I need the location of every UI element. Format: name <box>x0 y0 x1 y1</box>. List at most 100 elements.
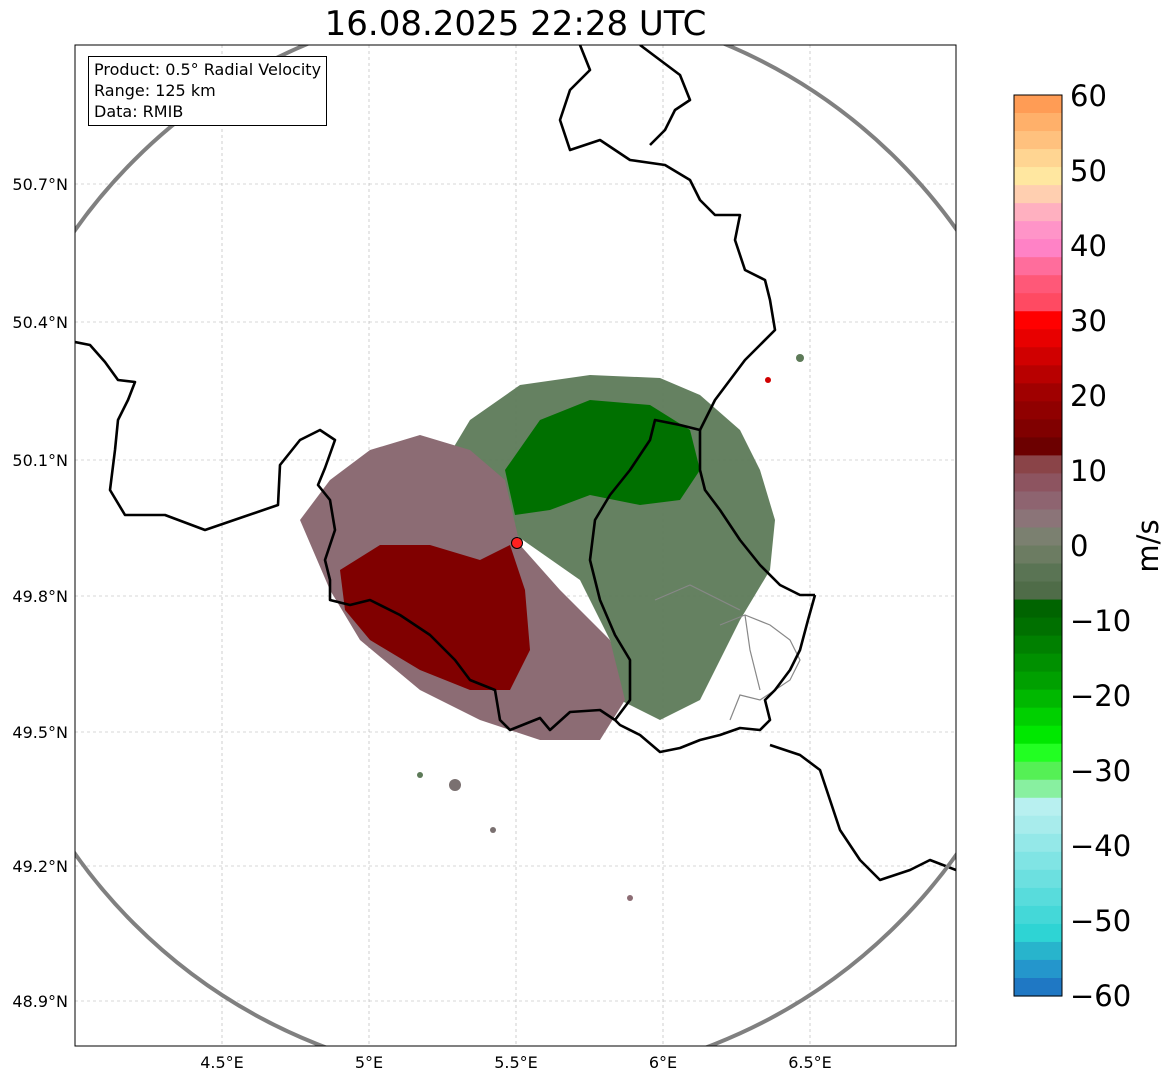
colorbar-segment <box>1014 95 1062 114</box>
echo-speck-3 <box>490 827 496 833</box>
colorbar-segment <box>1014 815 1062 835</box>
echo-dark-red-southwest <box>340 545 530 690</box>
colorbar-tick-label: 30 <box>1070 304 1107 338</box>
echo-dark-green-core <box>505 400 700 515</box>
colorbar-segment <box>1014 869 1062 889</box>
colorbar-segment <box>1014 653 1062 673</box>
colorbar-segment <box>1014 149 1062 168</box>
echo-speck-1 <box>449 779 461 791</box>
colorbar-segment <box>1014 707 1062 727</box>
colorbar-segment <box>1014 779 1062 799</box>
colorbar-tick-label: 0 <box>1070 529 1088 563</box>
colorbar-segment <box>1014 365 1062 384</box>
lat-tick-label: 49.2°N <box>12 857 68 876</box>
colorbar-segments <box>1014 95 1062 997</box>
colorbar: 60 50 40 30 20 10 0 −10 −20 −30 −40 −50 … <box>1013 79 1165 1013</box>
colorbar-segment <box>1014 563 1062 583</box>
product-label: Product: 0.5° Radial Velocity <box>94 60 322 79</box>
colorbar-segment <box>1014 509 1062 529</box>
colorbar-segment <box>1014 545 1062 565</box>
colorbar-segment <box>1014 185 1062 204</box>
colorbar-frame <box>1013 94 1063 997</box>
admin-borders <box>654 584 801 721</box>
colorbar-tick-label: −40 <box>1070 829 1131 863</box>
colorbar-segment <box>1014 977 1062 997</box>
colorbar-segment <box>1014 959 1062 979</box>
colorbar-segment <box>1014 383 1062 402</box>
colorbar-segment <box>1014 473 1062 493</box>
lon-tick-label: 5°E <box>355 1053 383 1072</box>
colorbar-segment <box>1014 905 1062 925</box>
product-info-box: Product: 0.5° Radial Velocity Range: 125… <box>88 56 328 126</box>
latitude-axis: 50.7°N 50.4°N 50.1°N 49.8°N 49.5°N 49.2°… <box>12 175 68 1011</box>
radar-site-marker <box>511 537 523 549</box>
colorbar-tick-label: 50 <box>1070 154 1107 188</box>
colorbar-segment <box>1014 275 1062 294</box>
colorbar-tick-label: −60 <box>1070 979 1131 1013</box>
colorbar-ticks: 60 50 40 30 20 10 0 −10 −20 −30 −40 −50 … <box>1070 79 1131 1013</box>
data-source-label: Data: RMIB <box>94 102 184 121</box>
colorbar-segment <box>1014 833 1062 853</box>
map-frame <box>74 44 957 1047</box>
lon-tick-label: 5.5°E <box>494 1053 538 1072</box>
colorbar-tick-label: −50 <box>1070 904 1131 938</box>
longitude-axis: 4.5°E 5°E 5.5°E 6°E 6.5°E <box>200 1053 832 1072</box>
colorbar-tick-label: 10 <box>1070 454 1107 488</box>
border-germany-east <box>614 594 817 754</box>
lon-tick-label: 6.5°E <box>788 1053 832 1072</box>
echo-speck-6 <box>796 354 804 362</box>
colorbar-tick-label: 20 <box>1070 379 1107 413</box>
colorbar-segment <box>1014 671 1062 691</box>
colorbar-segment <box>1014 437 1062 456</box>
colorbar-segment <box>1014 113 1062 132</box>
colorbar-segment <box>1014 725 1062 745</box>
colorbar-segment <box>1014 599 1062 619</box>
colorbar-segment <box>1014 419 1062 438</box>
colorbar-segment <box>1014 743 1062 763</box>
colorbar-segment <box>1014 311 1062 330</box>
colorbar-segment <box>1014 329 1062 348</box>
colorbar-segment <box>1014 761 1062 781</box>
colorbar-segment <box>1014 239 1062 258</box>
colorbar-segment <box>1014 797 1062 817</box>
colorbar-segment <box>1014 635 1062 655</box>
colorbar-segment <box>1014 527 1062 547</box>
colorbar-segment <box>1014 293 1062 312</box>
colorbar-segment <box>1014 923 1062 943</box>
colorbar-segment <box>1014 689 1062 709</box>
colorbar-segment <box>1014 131 1062 150</box>
colorbar-segment <box>1014 203 1062 222</box>
border-luxembourg-west <box>588 418 815 721</box>
border-france-germany-south <box>769 743 956 882</box>
country-borders <box>75 45 956 882</box>
colorbar-tick-label: −10 <box>1070 604 1131 638</box>
colorbar-segment <box>1014 347 1062 366</box>
lat-tick-label: 49.5°N <box>12 723 68 742</box>
colorbar-segment <box>1014 221 1062 240</box>
border-germany-belgium-north <box>558 45 777 431</box>
colorbar-segment <box>1014 401 1062 420</box>
echo-speck-2 <box>417 772 423 778</box>
colorbar-tick-label: −20 <box>1070 679 1131 713</box>
colorbar-tick-label: −30 <box>1070 754 1131 788</box>
colorbar-segment <box>1014 491 1062 511</box>
colorbar-segment <box>1014 617 1062 637</box>
map-title: 16.08.2025 22:28 UTC <box>324 4 707 44</box>
lat-tick-label: 49.8°N <box>12 587 68 606</box>
colorbar-segment <box>1014 581 1062 601</box>
echo-speck-5 <box>765 377 771 383</box>
border-netherlands <box>639 45 692 146</box>
lon-tick-label: 4.5°E <box>200 1053 244 1072</box>
colorbar-segment <box>1014 257 1062 276</box>
colorbar-segment <box>1014 887 1062 907</box>
colorbar-segment <box>1014 167 1062 186</box>
lat-tick-label: 50.7°N <box>12 175 68 194</box>
lat-tick-label: 50.4°N <box>12 313 68 332</box>
colorbar-tick-label: 40 <box>1070 229 1107 263</box>
colorbar-unit-label: m/s <box>1131 519 1165 572</box>
lat-tick-label: 50.1°N <box>12 451 68 470</box>
colorbar-segment <box>1014 455 1062 475</box>
range-label: Range: 125 km <box>94 81 216 100</box>
border-belgium-france <box>75 340 616 732</box>
